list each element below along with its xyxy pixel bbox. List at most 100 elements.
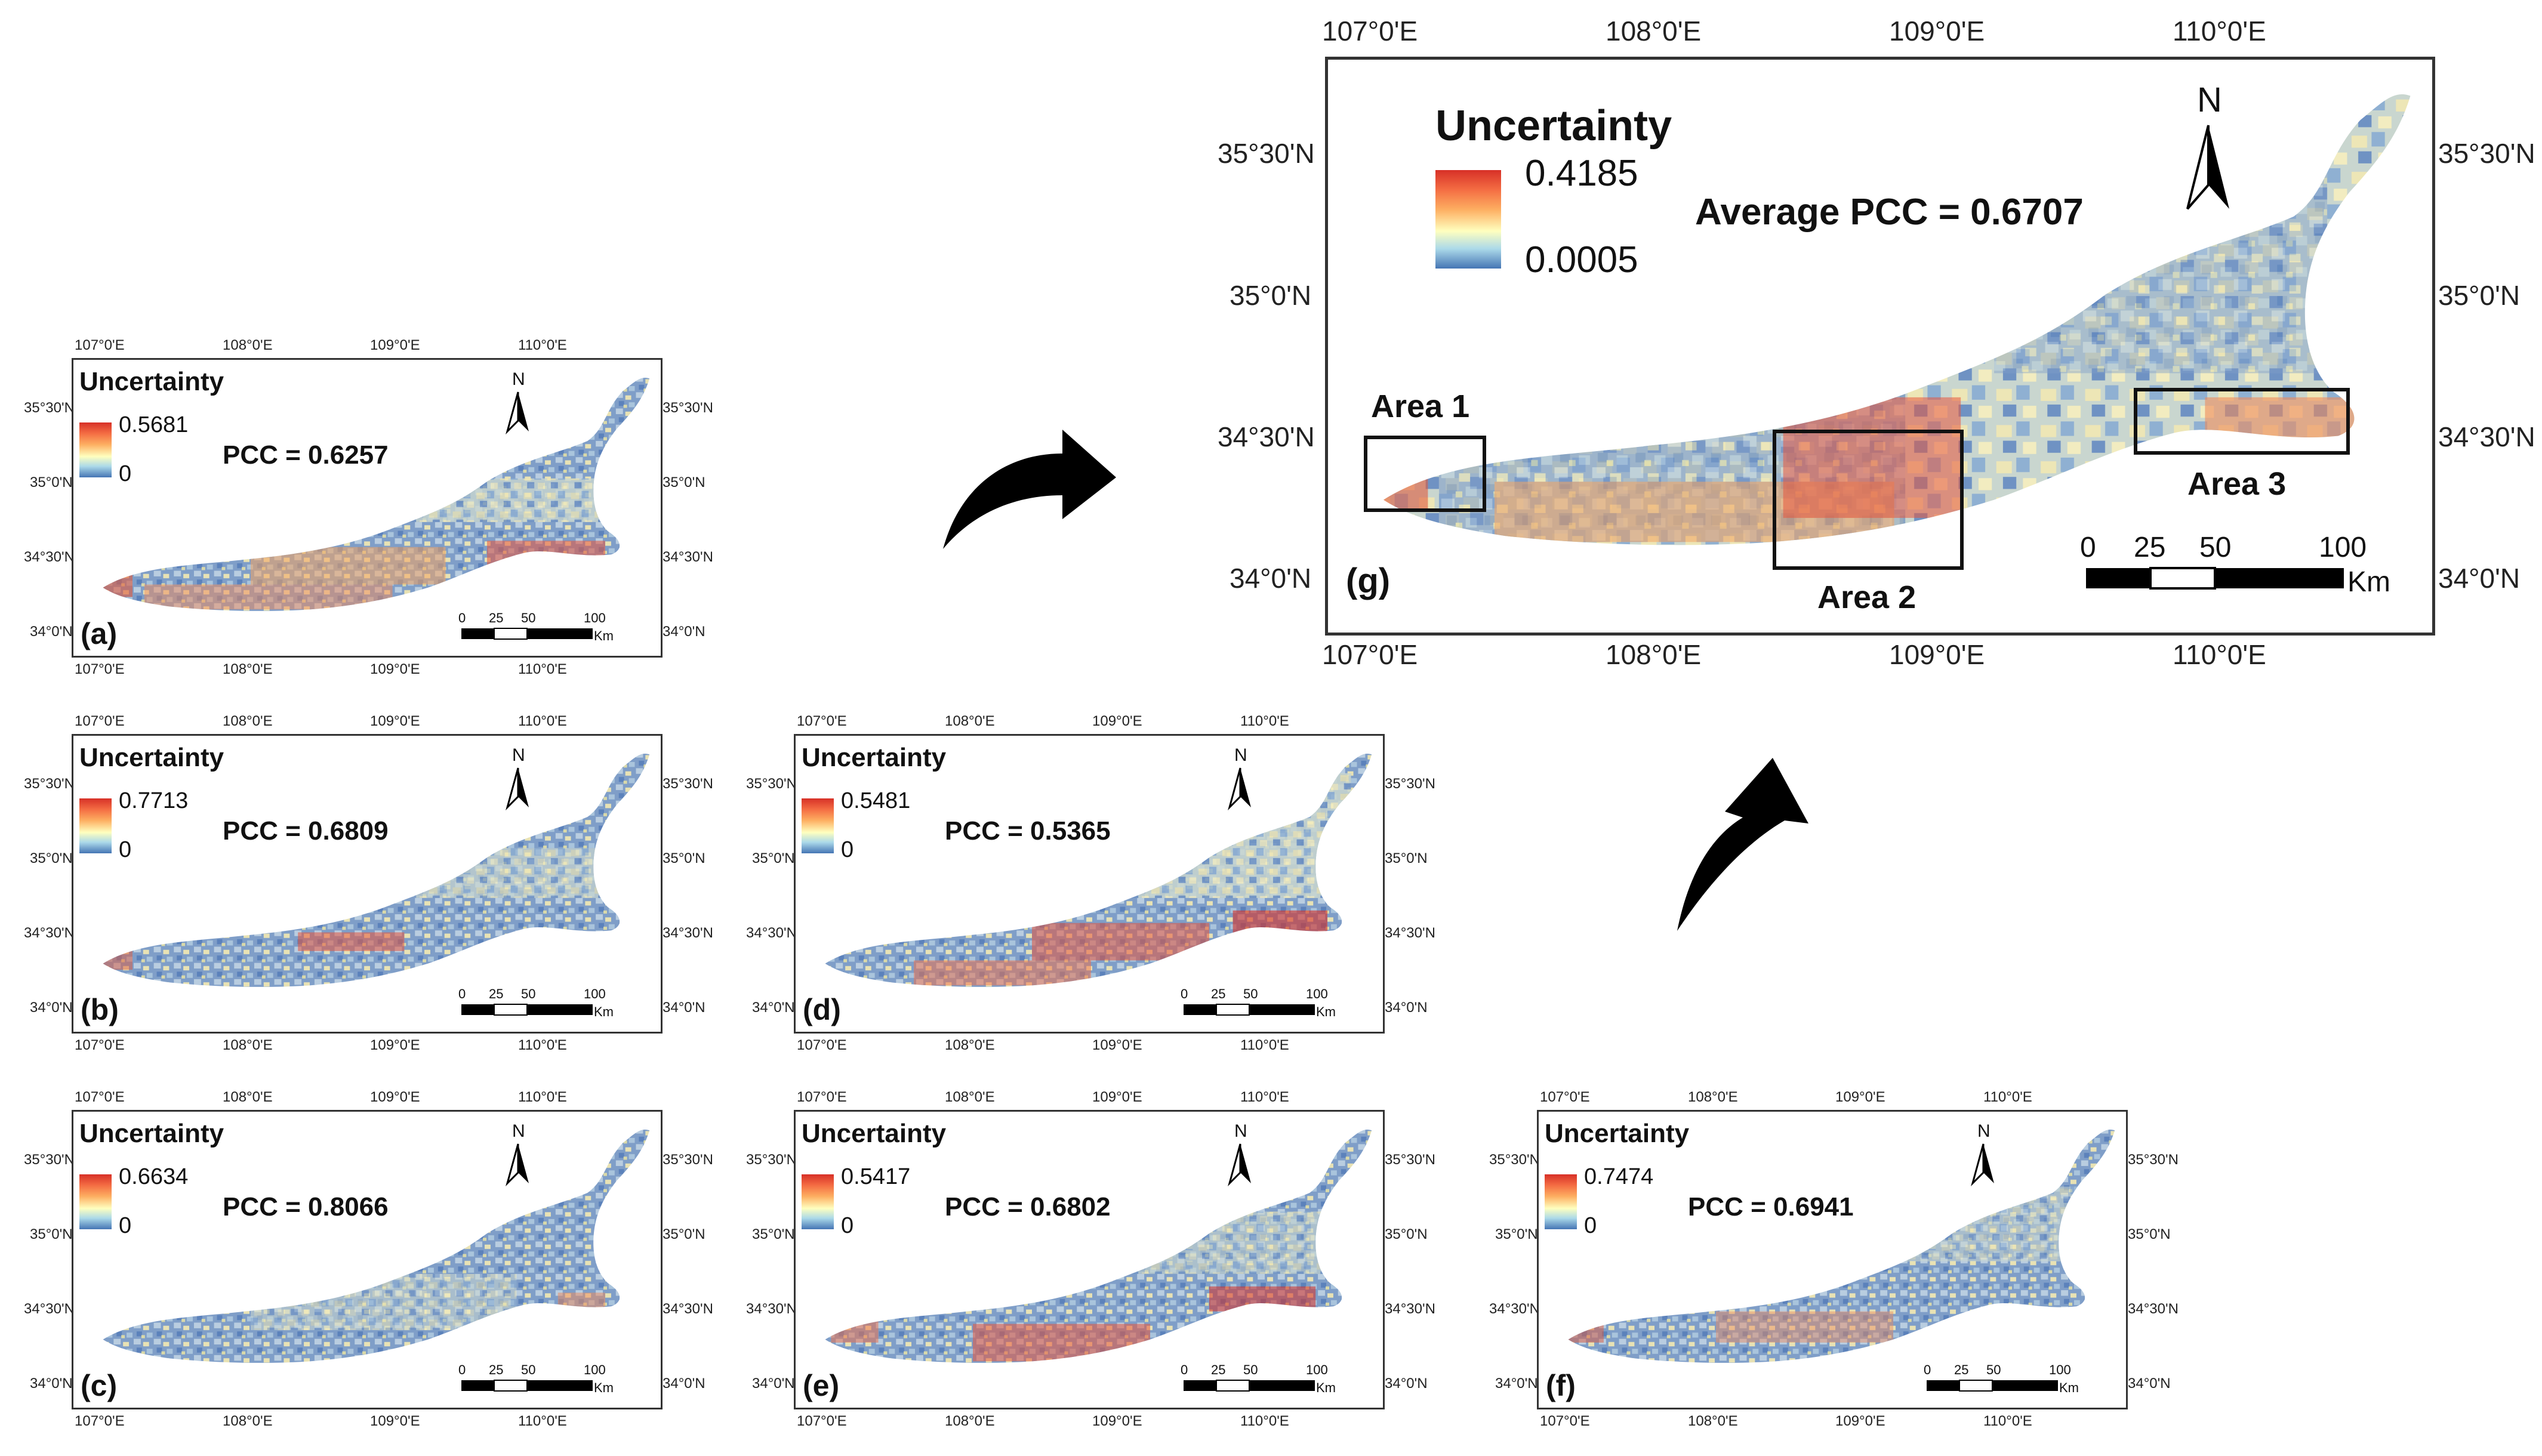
lon-tick-bottom: 110°0'E xyxy=(518,661,567,677)
legend-max: 0.5417 xyxy=(841,1164,911,1189)
scale-tick: 100 xyxy=(2319,532,2367,563)
curved-arrow-icon xyxy=(943,430,1116,549)
lat-tick-right: 34°0'N xyxy=(1385,1375,1428,1392)
lon-tick-top: 107°0'E xyxy=(75,1089,125,1105)
lon-tick-bottom: 107°0'E xyxy=(797,1037,847,1053)
lon-tick-top: 107°0'E xyxy=(1540,1089,1590,1105)
panel-label: (a) xyxy=(81,617,118,650)
scale-tick: 25 xyxy=(1954,1362,1969,1377)
lat-tick-right: 35°30'N xyxy=(1385,776,1435,792)
area-3-box xyxy=(2134,388,2350,455)
lon-tick-bottom: 110°0'E xyxy=(518,1413,567,1429)
lat-tick-right: 35°30'N xyxy=(2128,1152,2179,1168)
scale-bar: 0 25 50 100 Km xyxy=(2080,531,2420,603)
lon-tick-top: 110°0'E xyxy=(518,713,567,729)
lon-tick-bottom: 108°0'E xyxy=(223,661,273,677)
lon-tick-bottom: 108°0'E xyxy=(223,1413,273,1429)
uncertainty-raster xyxy=(103,754,650,987)
lat-tick-right: 34°30'N xyxy=(663,1301,713,1317)
lat-tick-right: 34°30'N xyxy=(2438,421,2535,452)
lon-tick-top: 109°0'E xyxy=(370,713,420,729)
scale-tick: 50 xyxy=(521,610,536,625)
pcc-value: PCC = 0.5365 xyxy=(945,816,1111,846)
north-label: N xyxy=(512,369,525,389)
map-frame: Uncertainty 0.5681 0 PCC = 0.6257 N 0 25… xyxy=(72,358,663,658)
scale-unit: Km xyxy=(594,1380,614,1395)
legend-title: Uncertainty xyxy=(802,1119,947,1148)
uncertainty-raster xyxy=(825,1130,1372,1363)
north-label: N xyxy=(512,1121,525,1141)
lon-tick-bottom: 107°0'E xyxy=(797,1413,847,1429)
lon-tick-top: 107°0'E xyxy=(75,713,125,729)
lon-tick-bottom: 107°0'E xyxy=(1540,1413,1590,1429)
legend-max: 0.5681 xyxy=(119,412,189,437)
lat-tick-left: 35°30'N xyxy=(24,776,75,792)
lon-tick-bottom: 109°0'E xyxy=(370,1037,420,1053)
scale-tick: 0 xyxy=(458,1362,466,1377)
scale-bar: 0 25 50 100 Km xyxy=(1181,1362,1345,1404)
legend-max: 0.4185 xyxy=(1525,153,1638,194)
scale-tick: 100 xyxy=(584,610,606,625)
scale-bar: 0 25 50 100 Km xyxy=(458,610,623,652)
scale-tick: 100 xyxy=(1306,986,1328,1001)
lat-tick-left: 34°30'N xyxy=(746,1301,797,1317)
lon-tick-bottom: 108°0'E xyxy=(223,1037,273,1053)
scale-bar: 0 25 50 100 Km xyxy=(458,986,623,1028)
scale-tick: 25 xyxy=(1211,986,1226,1001)
lat-tick-right: 35°0'N xyxy=(2438,280,2521,311)
legend-max: 0.5481 xyxy=(841,788,911,813)
panel-label: (e) xyxy=(803,1369,840,1402)
panel-label: (f) xyxy=(1546,1369,1576,1402)
legend-color-ramp xyxy=(79,1174,112,1229)
legend-color-ramp xyxy=(802,1174,834,1229)
legend-title: Uncertainty xyxy=(79,367,224,396)
legend-title: Uncertainty xyxy=(1435,102,1672,150)
lat-tick-right: 34°30'N xyxy=(1385,925,1435,941)
lon-tick-bottom: 109°0'E xyxy=(370,1413,420,1429)
scale-tick: 50 xyxy=(2199,532,2232,563)
lon-tick-top: 108°0'E xyxy=(223,713,273,729)
map-frame: Uncertainty 0.5481 0 PCC = 0.5365 N 0 25… xyxy=(794,734,1385,1034)
lat-tick-left: 34°30'N xyxy=(746,925,797,941)
uncertainty-raster xyxy=(103,378,650,611)
lat-tick-right: 35°30'N xyxy=(663,776,713,792)
panel-b: 107°0'E 108°0'E 109°0'E 110°0'E 35°30'N … xyxy=(24,710,713,1068)
north-arrow-icon: N xyxy=(1222,1121,1258,1189)
panel-label: (d) xyxy=(803,993,841,1026)
scale-unit: Km xyxy=(594,628,614,643)
lon-tick-top: 107°0'E xyxy=(1322,16,1418,47)
scale-tick: 25 xyxy=(2134,532,2166,563)
lon-tick-top: 109°0'E xyxy=(1092,713,1142,729)
lat-tick-right: 34°0'N xyxy=(2128,1375,2171,1392)
lat-tick-left: 35°30'N xyxy=(1489,1152,1540,1168)
pcc-value: PCC = 0.6257 xyxy=(223,440,389,470)
lat-tick-left: 35°0'N xyxy=(30,1226,73,1242)
north-label: N xyxy=(2197,81,2222,119)
lat-tick-right: 35°30'N xyxy=(663,1152,713,1168)
lat-tick-left: 34°0'N xyxy=(1230,563,1312,594)
scale-bar: 0 25 50 100 Km xyxy=(1924,1362,2088,1404)
lat-tick-left: 34°30'N xyxy=(1489,1301,1540,1317)
scale-bar: 0 25 50 100 Km xyxy=(1181,986,1345,1028)
panel-d: 107°0'E 108°0'E 109°0'E 110°0'E 35°30'N … xyxy=(746,710,1435,1068)
scale-unit: Km xyxy=(2347,566,2390,598)
pcc-value: PCC = 0.6802 xyxy=(945,1192,1111,1221)
panel-c: 107°0'E 108°0'E 109°0'E 110°0'E 35°30'N … xyxy=(24,1086,713,1444)
north-arrow-icon: N xyxy=(500,369,536,437)
lat-tick-right: 34°30'N xyxy=(2128,1301,2179,1317)
uncertainty-raster xyxy=(825,754,1372,987)
panel-label: (c) xyxy=(81,1369,118,1402)
legend-min: 0 xyxy=(119,837,132,862)
scale-unit: Km xyxy=(1316,1380,1336,1395)
lat-tick-right: 34°30'N xyxy=(1385,1301,1435,1317)
scale-tick: 25 xyxy=(489,610,504,625)
north-label: N xyxy=(1977,1121,1991,1141)
scale-tick: 50 xyxy=(1243,986,1258,1001)
legend-title: Uncertainty xyxy=(79,743,224,772)
map-frame: Uncertainty 0.7474 0 PCC = 0.6941 N 0 25… xyxy=(1537,1110,2128,1409)
lat-tick-left: 34°30'N xyxy=(24,1301,75,1317)
lat-tick-left: 35°30'N xyxy=(24,400,75,416)
scale-tick: 100 xyxy=(584,986,606,1001)
average-pcc-value: Average PCC = 0.6707 xyxy=(1695,192,2084,233)
lat-tick-right: 34°0'N xyxy=(2438,563,2521,594)
